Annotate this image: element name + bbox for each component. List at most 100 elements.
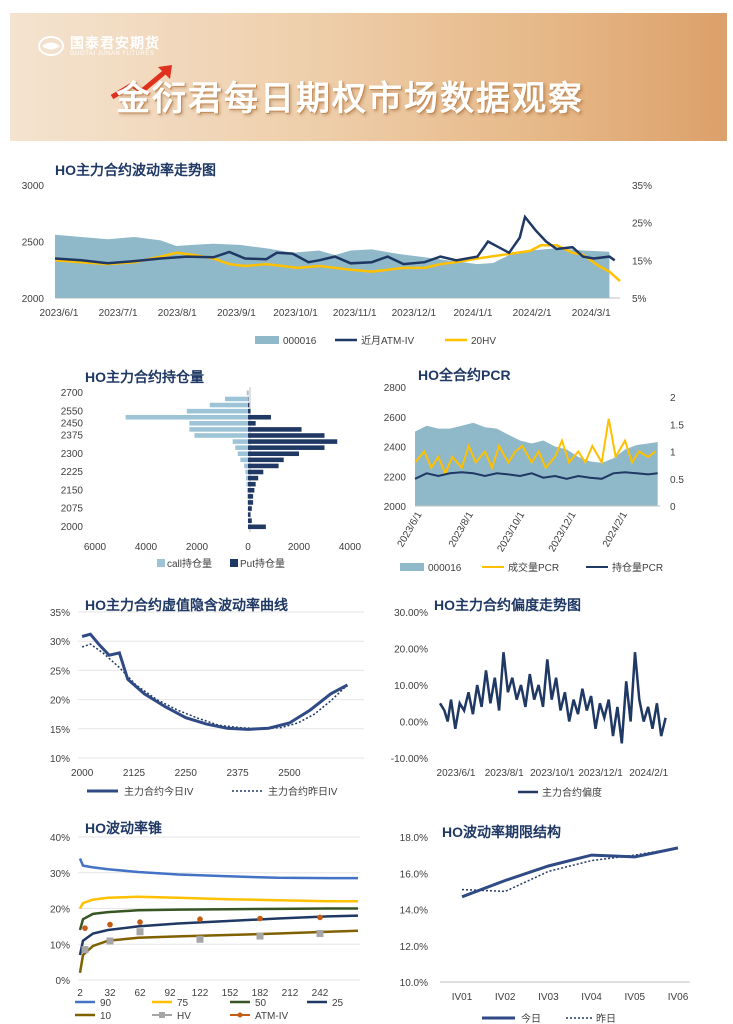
x-tick: 2023/10/1	[530, 768, 575, 779]
marker-hv	[106, 937, 114, 945]
open-interest-legend: call持仓量 Put持仓量	[157, 557, 285, 570]
marker-hv	[316, 930, 324, 938]
pcr-legend: 000016 成交量PCR 持仓量PCR	[400, 561, 663, 574]
legend-label: HV	[177, 1011, 191, 1022]
bar-call	[245, 475, 248, 481]
x-tick: 152	[222, 988, 239, 999]
bar-put	[248, 518, 252, 523]
bar-call	[240, 457, 248, 463]
y-right-tick: 1	[670, 448, 676, 459]
y-tick: 25%	[50, 666, 70, 677]
y-tick: 40%	[50, 833, 70, 844]
y-tick: 0.00%	[400, 718, 428, 729]
y-tick: 14.0%	[400, 906, 428, 917]
x-tick: 2023/10/1	[273, 308, 318, 319]
bar-put	[248, 469, 264, 475]
y-right-tick: 25%	[632, 219, 652, 230]
x-tick: 2023/6/1	[40, 308, 79, 319]
x-tick: 2023/12/1	[392, 308, 437, 319]
x-tick: IV05	[625, 992, 646, 1003]
trend-arrow-icon	[110, 65, 172, 100]
y-right-tick: 15%	[632, 256, 652, 267]
bar-put	[248, 494, 254, 499]
legend-oi-pcr: 持仓量PCR	[612, 561, 663, 574]
marker-atm-iv	[257, 915, 263, 922]
x-tick: 62	[134, 988, 146, 999]
bar-call	[235, 445, 248, 450]
y-right-tick: 1.5	[670, 420, 684, 431]
line-cone-10	[78, 929, 359, 974]
skew-chart: HO主力合约偏度走势图 -10.00% 0.00% 10.00% 20.00% 30.0…	[391, 597, 669, 799]
x-tick: 212	[282, 988, 299, 999]
legend-label: 75	[177, 998, 189, 1009]
bar-call	[247, 494, 248, 499]
y-tick: 12.0%	[400, 942, 428, 953]
bar-put	[248, 439, 338, 444]
legend-swatch-call	[157, 559, 165, 567]
bar-put	[248, 445, 325, 450]
x-tick: IV04	[581, 992, 602, 1003]
line-yesterday-iv	[81, 643, 348, 730]
skew-legend: 主力合约偏度	[518, 786, 602, 799]
logo-english: GUOTAI JUNAN FUTURES	[70, 51, 155, 57]
marker-atm-iv	[107, 921, 113, 928]
legend-skew: 主力合约偏度	[542, 786, 602, 799]
bar-put	[248, 433, 325, 438]
x-tick: 2023/10/1	[495, 510, 527, 554]
y-tick: 30.00%	[394, 608, 428, 619]
x-tick: 0	[245, 542, 251, 553]
marker-hv	[256, 932, 264, 940]
y-left-tick: 2800	[384, 383, 407, 394]
line-yesterday	[461, 847, 679, 893]
bar-put	[248, 524, 266, 530]
bar-call	[245, 469, 248, 475]
y-tick: 2150	[61, 485, 84, 496]
bar-put	[248, 506, 252, 511]
x-tick: 2023/12/1	[578, 768, 623, 779]
x-tick: 2000	[186, 542, 209, 553]
y-left-tick: 2600	[384, 413, 407, 424]
x-tick: 6000	[84, 542, 107, 553]
y-tick: 2300	[61, 449, 84, 460]
x-tick: 122	[192, 988, 209, 999]
x-tick: 2125	[123, 768, 146, 779]
bar-call	[232, 439, 248, 444]
marker-hv	[136, 928, 144, 936]
line-volume-pcr	[414, 418, 656, 476]
bar-put	[248, 487, 255, 493]
y-right-tick: 35%	[632, 181, 652, 192]
legend-swatch-000016	[400, 563, 424, 571]
pcr-title: HO全合约PCR	[418, 367, 511, 383]
term-structure-chart: HO波动率期限结构 10.0% 12.0% 14.0% 16.0% 18.0% IV01 I…	[400, 824, 690, 1024]
bar-call	[246, 481, 248, 487]
marker-atm-iv	[137, 919, 143, 925]
legend-today-iv: 主力合约今日IV	[124, 785, 194, 798]
legend-label: 25	[332, 998, 344, 1009]
vol-cone-chart: HO波动率锥 0% 10% 20% 30% 40% 2 32 62 92 122 152 182 212…	[50, 820, 360, 1022]
iv-smile-title: HO主力合约虚值隐含波动率曲线	[85, 597, 288, 613]
x-tick: 2024/2/1	[629, 768, 668, 779]
legend-swatch-000016	[255, 336, 279, 344]
x-tick: 2500	[278, 768, 301, 779]
y-tick: 2700	[61, 388, 84, 399]
line-cone-75	[78, 895, 358, 910]
x-tick: 4000	[135, 542, 158, 553]
line-oi-pcr	[414, 471, 658, 480]
legend-20hv: 20HV	[471, 336, 496, 347]
line-cone-50	[78, 907, 358, 931]
bar-put	[248, 463, 279, 469]
bar-call	[194, 433, 248, 438]
legend-swatch-put	[230, 559, 238, 567]
bar-put	[248, 396, 249, 402]
open-interest-title: HO主力合约持仓量	[85, 369, 204, 385]
legend-call: call持仓量	[167, 557, 212, 570]
y-left-tick: 2000	[384, 502, 407, 513]
y-tick: 10%	[50, 754, 70, 765]
y-tick: 30%	[50, 869, 70, 880]
bar-call	[125, 414, 248, 420]
x-tick: 2024/3/1	[572, 308, 611, 319]
legend-volume-pcr: 成交量PCR	[508, 561, 559, 574]
bar-call	[225, 396, 248, 402]
legend-label: 10	[100, 1011, 112, 1022]
x-tick: IV03	[538, 992, 559, 1003]
